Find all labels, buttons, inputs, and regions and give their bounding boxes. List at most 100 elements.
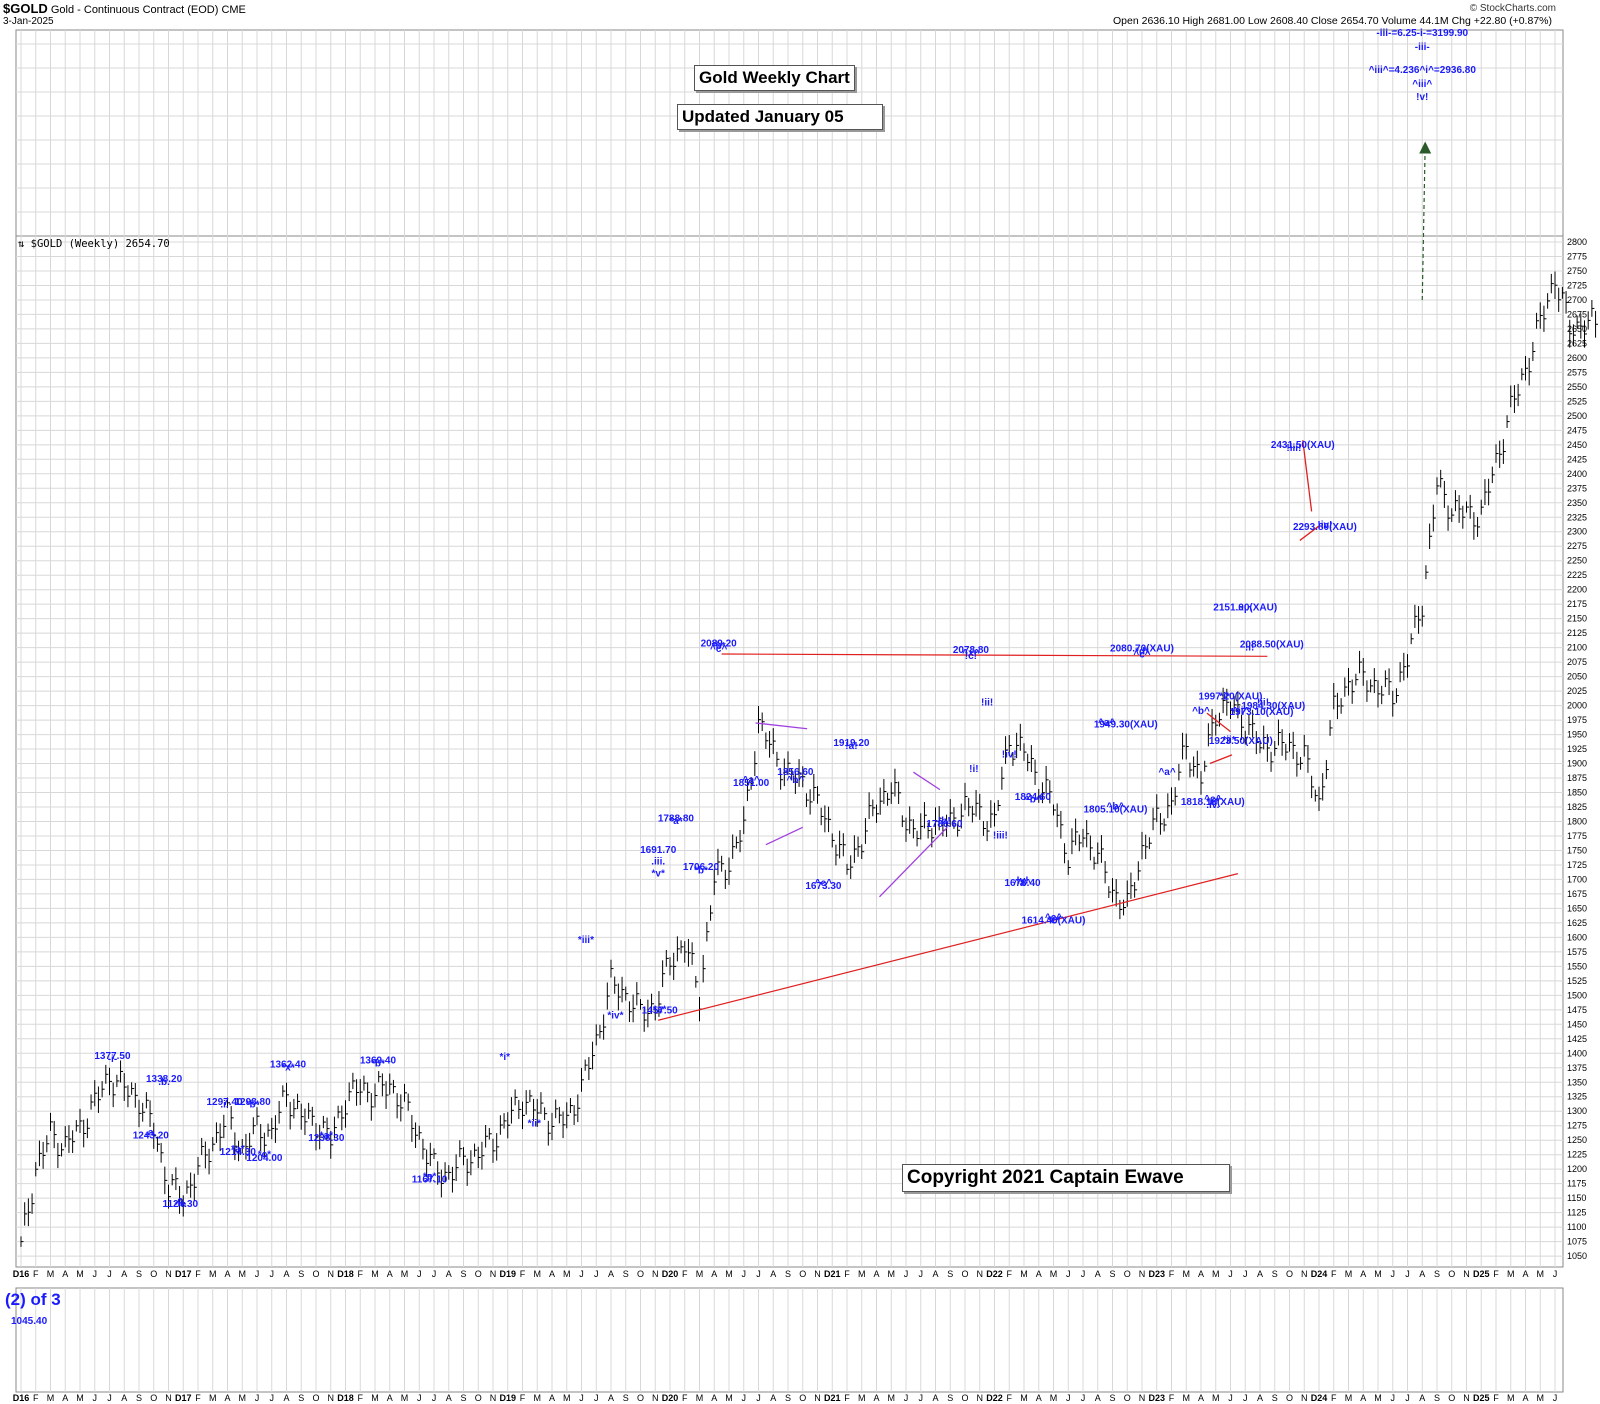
wave-annotation: *i* [500, 1052, 511, 1063]
x-tick-label: A [1257, 1393, 1263, 1403]
y-tick-label: 2550 [1567, 382, 1587, 392]
y-tick-label: 2300 [1567, 527, 1587, 537]
x-tick-label: J [1405, 1269, 1410, 1279]
x-tick-label: M [1050, 1393, 1058, 1403]
x-tick-label: M [1020, 1269, 1028, 1279]
x-tick-label: J [579, 1269, 584, 1279]
wave-annotation: -ii- [174, 1199, 186, 1210]
x-tick-label: J [1243, 1269, 1248, 1279]
x-tick-label: O [1124, 1269, 1131, 1279]
y-tick-label: 2150 [1567, 614, 1587, 624]
wave-annotation: .iii. [651, 857, 665, 868]
y-tick-label: 2525 [1567, 396, 1587, 406]
x-tick-label: J [919, 1269, 924, 1279]
wave-annotation: ^c^ [1133, 649, 1150, 660]
x-tick-label: D16 [13, 1393, 30, 1403]
y-tick-label: 1800 [1567, 816, 1587, 826]
x-tick-label: M [371, 1393, 379, 1403]
x-tick-label: M [1374, 1269, 1382, 1279]
x-tick-label: A [932, 1393, 938, 1403]
x-tick-label: O [1448, 1269, 1455, 1279]
wave-annotation: !i! [969, 764, 978, 775]
x-tick-label: N [1139, 1393, 1146, 1403]
y-tick-label: 2675 [1567, 309, 1587, 319]
wave-annotation: 1805.10(XAU) [1083, 805, 1147, 816]
x-tick-label: M [563, 1393, 571, 1403]
x-tick-label: J [919, 1393, 924, 1403]
exchange: CME [221, 4, 246, 16]
x-tick-label: M [1212, 1269, 1220, 1279]
x-tick-label: A [711, 1269, 717, 1279]
y-tick-label: 2200 [1567, 585, 1587, 595]
wave-annotation: .iv. [1206, 800, 1219, 811]
x-tick-label: F [358, 1393, 364, 1403]
x-tick-label: M [1537, 1393, 1545, 1403]
y-tick-label: 1125 [1567, 1208, 1586, 1218]
x-tick-label: N [977, 1393, 984, 1403]
wedge-line [1206, 712, 1231, 733]
y-tick-label: 2000 [1567, 701, 1587, 711]
x-tick-label: A [770, 1269, 776, 1279]
x-tick-label: S [1109, 1269, 1115, 1279]
x-tick-label: N [328, 1393, 335, 1403]
y-tick-label: 1425 [1567, 1034, 1587, 1044]
x-tick-label: J [1081, 1393, 1086, 1403]
x-tick-label: J [1243, 1393, 1248, 1403]
y-tick-label: 2050 [1567, 672, 1587, 682]
wedge-line [913, 771, 941, 791]
y-tick-label: 1825 [1567, 802, 1587, 812]
x-tick-label: S [1434, 1393, 1440, 1403]
x-tick-label: J [1081, 1269, 1086, 1279]
y-tick-label: 1375 [1567, 1063, 1587, 1073]
y-tick-label: 1700 [1567, 874, 1587, 884]
wave-annotation: !iv! [1317, 520, 1332, 531]
x-tick-label: J [255, 1269, 260, 1279]
x-tick-label: J [93, 1393, 98, 1403]
x-tick-label: M [888, 1269, 896, 1279]
x-tick-label: F [1007, 1269, 1013, 1279]
wedge-line [755, 722, 808, 730]
wave-annotation: ^ii^ [1232, 706, 1249, 717]
x-tick-label: O [150, 1269, 157, 1279]
y-tick-label: 1450 [1567, 1019, 1587, 1029]
y-tick-label: 1400 [1567, 1048, 1587, 1058]
copyright-box: Copyright 2021 Captain Ewave [902, 1164, 1230, 1192]
x-tick-label: F [33, 1393, 39, 1403]
x-tick-label: A [387, 1393, 393, 1403]
x-tick-label: F [33, 1269, 39, 1279]
wave-annotation: !v! [1016, 875, 1028, 886]
wave-annotation: *x* [281, 1062, 294, 1073]
wedge-line [1299, 525, 1320, 541]
wave-annotation: 1338.20 [146, 1074, 183, 1085]
x-tick-label: F [195, 1269, 201, 1279]
y-tick-label: 1900 [1567, 759, 1587, 769]
x-tick-label: J [1066, 1269, 1071, 1279]
wave-annotation: 1167.10 [412, 1174, 448, 1185]
x-tick-label: A [1522, 1393, 1528, 1403]
x-tick-label: A [1036, 1269, 1042, 1279]
legend-icon: ⇅ [18, 238, 25, 250]
x-tick-label: J [107, 1393, 112, 1403]
x-tick-label: O [961, 1269, 968, 1279]
x-tick-label: J [93, 1269, 98, 1279]
wave-annotation: .b. [158, 1077, 170, 1088]
x-tick-label: A [62, 1269, 68, 1279]
wave-annotation: !b! [938, 816, 951, 827]
x-tick-label: N [814, 1269, 821, 1279]
wave-annotation: ^b^ [1192, 706, 1210, 717]
x-tick-label: N [1463, 1269, 1470, 1279]
wave-annotation: 1824.60 [1015, 792, 1052, 803]
x-tick-label: J [417, 1269, 422, 1279]
wave-annotation: .c. [175, 1196, 186, 1207]
y-tick-label: 2800 [1567, 237, 1587, 247]
x-tick-label: O [312, 1269, 319, 1279]
x-tick-label: M [209, 1393, 217, 1403]
wave-annotation: !ii! [1257, 697, 1269, 708]
y-tick-label: 1350 [1567, 1077, 1587, 1087]
resistance-line [721, 653, 1268, 657]
wave-annotation: 1204.00 [246, 1153, 283, 1164]
y-tick-label: 2025 [1567, 686, 1587, 696]
x-tick-label: D17 [175, 1393, 192, 1403]
wave-annotation: ^a^ [1098, 718, 1115, 729]
